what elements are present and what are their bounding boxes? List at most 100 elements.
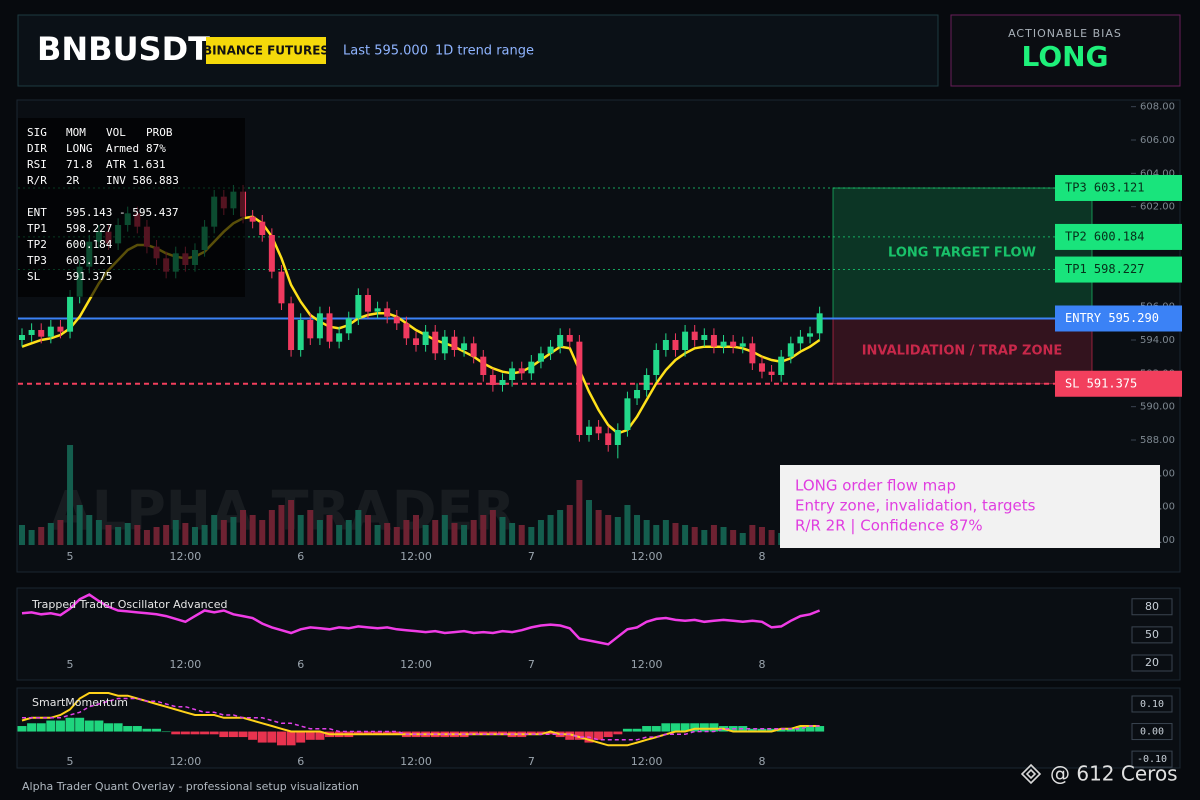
candle-body — [364, 295, 371, 312]
level-tag-label: SL 591.375 — [1065, 376, 1137, 390]
volume-bar — [355, 510, 362, 545]
x-tick-label: 12:00 — [400, 755, 432, 768]
level-tag — [1055, 305, 1182, 332]
momentum-bar — [113, 723, 123, 732]
momentum-bar — [488, 731, 498, 735]
volume-bar — [86, 515, 93, 545]
info-cell: 600.184 — [66, 238, 113, 251]
momentum-bar — [632, 728, 642, 732]
candle-body — [297, 320, 304, 350]
volume-bar — [749, 525, 756, 545]
candle-body — [374, 308, 381, 312]
momentum-bar — [709, 723, 719, 732]
candle-body — [557, 335, 564, 347]
momentum-bar — [132, 726, 142, 732]
volume-bar — [403, 520, 410, 545]
momentum-bar — [565, 731, 575, 740]
candle-body — [57, 326, 64, 332]
y-tick-label: 590.00 — [1140, 402, 1175, 413]
tick-box — [1131, 723, 1173, 741]
candle-body — [432, 331, 439, 354]
momentum-bar — [690, 723, 700, 732]
x-tick-label: 12:00 — [631, 550, 663, 563]
volume-bar — [19, 525, 25, 545]
volume-bar — [249, 515, 256, 545]
volume-bar — [566, 505, 573, 545]
info-cell: SIG — [27, 126, 47, 139]
candle-body — [691, 331, 698, 340]
volume-bar — [739, 533, 746, 545]
level-tag — [1055, 174, 1182, 201]
momentum-bar — [84, 720, 94, 732]
x-tick-label: 5 — [67, 755, 74, 768]
volume-bar — [76, 505, 83, 545]
volume-bar — [278, 505, 285, 545]
volume-bar — [57, 520, 64, 545]
candle-body — [643, 375, 650, 390]
momentum-bar — [152, 728, 162, 732]
candle-body — [528, 361, 535, 374]
momentum-bar — [286, 731, 296, 746]
y-tick-label: 20 — [1145, 656, 1159, 669]
chart-layer: 582.00584.00586.00588.00590.00592.00594.… — [17, 102, 1182, 768]
bias-box — [950, 14, 1181, 87]
candle-body — [605, 433, 612, 445]
info-cell: RSI — [27, 158, 47, 171]
annotation-box — [780, 465, 1160, 548]
volume-bar — [643, 520, 650, 545]
volume-bar — [470, 520, 477, 545]
y-tick-label: 602.00 — [1140, 202, 1175, 213]
momentum-bar — [267, 731, 277, 743]
level-tag-label: TP3 603.121 — [1065, 180, 1144, 194]
candle-body — [739, 343, 746, 347]
momentum-bar — [248, 731, 258, 740]
candle-body — [38, 330, 45, 337]
momentum-bar — [767, 728, 777, 732]
info-cell: MOM — [66, 126, 86, 139]
volume-bar — [393, 527, 400, 545]
candle-body — [403, 323, 410, 339]
volume-bar — [201, 525, 208, 545]
volume-bar — [413, 515, 420, 545]
x-tick-label: 12:00 — [170, 550, 202, 563]
candle-body — [326, 313, 333, 342]
candle-body — [345, 318, 352, 334]
y-tick-label: 604.00 — [1140, 168, 1175, 179]
candle-body — [662, 340, 669, 350]
momentum-bar — [594, 731, 604, 740]
momentum-bar — [200, 731, 210, 735]
volume-bar — [730, 530, 737, 545]
momentum-bar — [94, 720, 104, 732]
level-tag-label: TP1 598.227 — [1065, 262, 1144, 276]
volume-bar — [422, 525, 429, 545]
volume-bar — [489, 510, 496, 545]
info-cell: ATR 1.631 — [106, 158, 166, 171]
volume-bar — [47, 523, 54, 545]
candle-body — [422, 331, 429, 345]
level-tag — [1055, 370, 1182, 397]
momentum-bar — [776, 728, 786, 732]
momentum-bar — [123, 726, 133, 732]
momentum-line — [22, 697, 820, 741]
candle-body — [480, 356, 487, 375]
volume-bar — [585, 500, 592, 545]
candle-body — [470, 343, 477, 357]
oscillator-panel — [16, 587, 1181, 681]
candle-body — [19, 335, 25, 340]
x-tick-label: 6 — [297, 755, 304, 768]
info-cell: VOL — [106, 126, 126, 139]
x-tick-label: 5 — [67, 550, 74, 563]
momentum-bar — [296, 731, 306, 743]
volume-bar — [134, 525, 141, 545]
info-cell: 595.143 - 595.437 — [66, 206, 179, 219]
volume-bar — [326, 515, 333, 545]
momentum-bar — [699, 723, 709, 732]
volume-bar — [230, 517, 237, 545]
candle-body — [768, 371, 775, 375]
candle-body — [634, 390, 641, 399]
info-cell: 2R — [66, 174, 80, 187]
momentum-bar — [142, 728, 152, 732]
momentum-bar — [46, 720, 56, 732]
badge-box — [206, 37, 326, 64]
volume-bar — [211, 515, 218, 545]
